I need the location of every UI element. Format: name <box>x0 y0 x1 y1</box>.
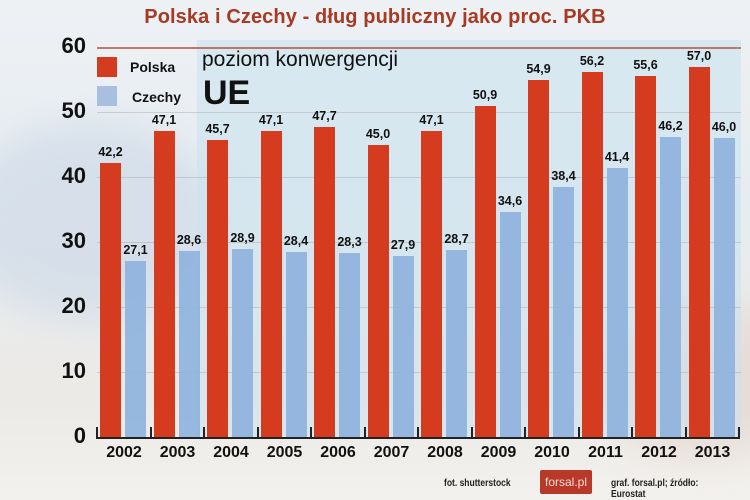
x-tick <box>631 427 633 439</box>
bar-polska <box>528 80 549 437</box>
x-tick-label: 2010 <box>534 444 570 461</box>
x-tick-label: 2004 <box>213 444 249 461</box>
gridline <box>97 372 741 373</box>
x-tick-label: 2008 <box>427 444 463 461</box>
value-label-polska: 47,1 <box>419 112 444 127</box>
value-label-polska: 50,9 <box>472 88 498 103</box>
x-tick <box>363 427 366 439</box>
x-tick-label: 2005 <box>266 444 303 461</box>
value-label-polska: 42,2 <box>98 144 123 159</box>
y-tick-label: 60 <box>61 33 86 58</box>
bar-polska <box>260 130 282 437</box>
gridline <box>97 177 741 178</box>
x-tick-label: 2011 <box>588 444 623 461</box>
bar-czechy <box>660 136 681 437</box>
x-tick <box>470 427 473 439</box>
y-tick-label: 30 <box>61 228 86 253</box>
x-tick-label: 2009 <box>480 444 517 461</box>
photo-credit: fot. shutterstock <box>444 478 511 489</box>
x-tick-label: 2006 <box>320 444 356 461</box>
bar-czechy <box>446 250 467 437</box>
x-tick-label: 2007 <box>373 444 410 461</box>
value-label-czechy: 28,4 <box>283 234 309 249</box>
x-tick <box>256 427 259 439</box>
x-tick <box>577 427 580 439</box>
bar-czechy <box>713 138 735 437</box>
value-label-czechy: 27,1 <box>123 242 148 257</box>
value-label-czechy: 34,6 <box>497 194 523 209</box>
value-label-czechy: 41,4 <box>604 149 630 164</box>
y-tick-label: 0 <box>73 423 86 448</box>
source-note: graf. forsal.pl; źródło: Eurostat <box>611 478 699 500</box>
forsal-logo: forsal.pl <box>540 470 592 494</box>
value-label-czechy: 28,7 <box>444 232 469 247</box>
bar-polska <box>635 75 656 437</box>
y-tick-label: 40 <box>61 163 86 188</box>
value-label-czechy: 28,9 <box>230 231 255 246</box>
bar-czechy <box>232 249 253 437</box>
bar-czechy <box>392 255 414 437</box>
value-label-czechy: 27,9 <box>390 237 416 252</box>
top-reference-line <box>97 47 741 49</box>
x-tick <box>96 427 98 439</box>
x-tick-label: 2002 <box>106 444 142 461</box>
y-tick-label: 20 <box>61 293 86 318</box>
value-label-polska: 47,7 <box>312 108 337 123</box>
bar-polska <box>367 144 389 437</box>
value-label-polska: 45,7 <box>205 121 230 136</box>
x-tick <box>417 427 419 439</box>
bar-czechy <box>499 212 521 437</box>
x-tick <box>149 427 152 439</box>
bar-czechy <box>178 251 200 437</box>
legend-swatch-polska <box>97 57 117 77</box>
bar-czechy <box>606 167 628 437</box>
bar-czechy <box>553 187 574 437</box>
annotation-convergence: poziom konwergencji <box>202 48 399 71</box>
annotation-eu: UE <box>203 74 251 112</box>
value-label-czechy: 28,6 <box>176 233 202 248</box>
bar-czechy <box>125 260 146 437</box>
value-label-polska: 47,1 <box>258 112 284 127</box>
y-tick-label: 10 <box>61 358 86 383</box>
legend-swatch-czechy <box>97 86 117 106</box>
bar-polska <box>474 106 496 437</box>
x-tick <box>524 427 526 439</box>
gridline <box>97 242 741 243</box>
legend-label-polska: Polska <box>130 59 176 75</box>
x-tick <box>684 427 687 439</box>
value-label-czechy: 28,3 <box>337 235 362 250</box>
x-tick-label: 2013 <box>694 444 731 461</box>
gridline <box>97 307 741 308</box>
x-tick-label: 2003 <box>159 444 196 461</box>
value-label-polska: 57,0 <box>686 48 712 63</box>
value-label-polska: 56,2 <box>579 53 605 68</box>
bar-polska <box>421 130 442 437</box>
bar-czechy <box>339 253 360 437</box>
legend-label-czechy: Czechy <box>132 89 182 105</box>
value-label-polska: 55,6 <box>633 57 658 72</box>
x-tick-label: 2012 <box>641 444 677 461</box>
chart-title: Polska i Czechy - dług publiczny jako pr… <box>144 6 606 28</box>
x-tick <box>310 427 312 439</box>
bar-polska <box>100 162 121 437</box>
bar-polska <box>314 126 335 437</box>
x-tick <box>203 427 205 439</box>
bar-polska <box>207 139 228 437</box>
value-label-polska: 45,0 <box>365 126 391 141</box>
value-label-czechy: 46,0 <box>711 120 737 134</box>
bar-czechy <box>285 252 307 437</box>
y-tick-label: 50 <box>61 98 86 123</box>
value-label-czechy: 46,2 <box>658 118 683 133</box>
bar-polska <box>688 66 710 437</box>
value-label-polska: 47,1 <box>151 112 177 127</box>
x-tick <box>738 427 740 439</box>
bar-polska <box>153 130 175 437</box>
bar-polska <box>581 71 603 437</box>
gridline <box>97 112 741 113</box>
value-label-czechy: 38,4 <box>551 169 576 184</box>
value-label-polska: 54,9 <box>526 62 551 77</box>
